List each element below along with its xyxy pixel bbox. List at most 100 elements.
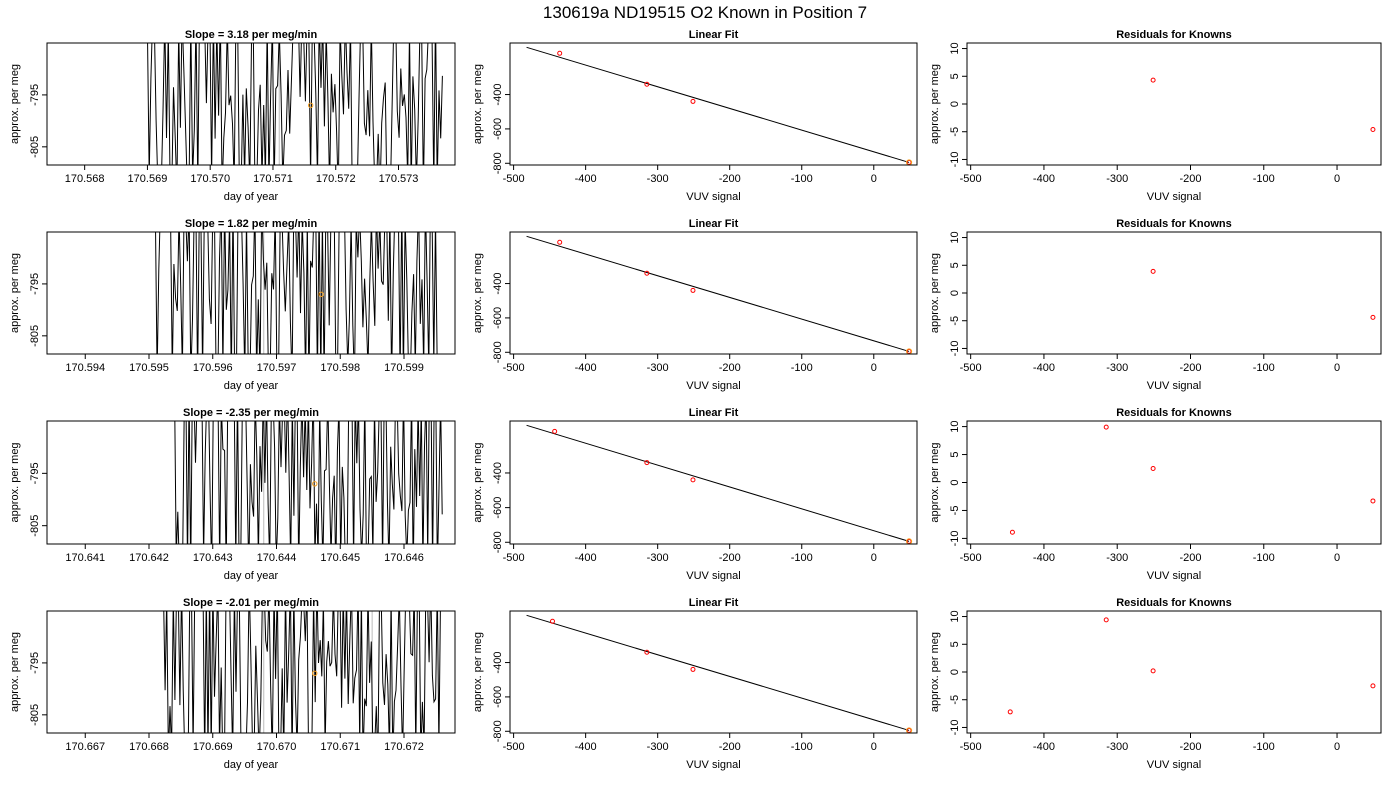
x-axis-label: VUV signal bbox=[686, 570, 740, 582]
x-tick-label: -200 bbox=[1179, 552, 1201, 564]
y-tick-label: -600 bbox=[492, 118, 504, 140]
x-axis-label: VUV signal bbox=[1147, 759, 1201, 771]
panel-title: Residuals for Knowns bbox=[1116, 597, 1232, 609]
x-tick-label: 170.668 bbox=[129, 741, 169, 753]
y-axis-label: approx. per meg bbox=[9, 632, 21, 712]
plot-frame bbox=[509, 420, 918, 545]
data-point bbox=[557, 239, 563, 245]
data-point bbox=[906, 727, 912, 733]
x-tick-label: -100 bbox=[791, 173, 813, 185]
x-tick-label: -500 bbox=[503, 362, 525, 374]
y-tick-label: -805 bbox=[29, 704, 41, 726]
y-tick-label: -400 bbox=[492, 652, 504, 674]
data-point bbox=[550, 618, 556, 624]
x-tick-label: -100 bbox=[791, 552, 813, 564]
data-point bbox=[906, 348, 912, 354]
x-tick-label: -500 bbox=[960, 552, 982, 564]
x-axis-label: VUV signal bbox=[686, 759, 740, 771]
y-tick-label: -600 bbox=[492, 497, 504, 519]
x-tick-label: 170.597 bbox=[257, 362, 297, 374]
x-tick-label: -300 bbox=[647, 173, 669, 185]
x-tick-label: -400 bbox=[1033, 173, 1055, 185]
x-tick-label: 170.569 bbox=[128, 173, 168, 185]
x-tick-label: 0 bbox=[1334, 362, 1340, 374]
x-tick-label: -100 bbox=[1253, 362, 1275, 374]
y-tick-label: -5 bbox=[949, 506, 961, 516]
x-tick-label: -400 bbox=[575, 173, 597, 185]
y-tick-label: -5 bbox=[949, 316, 961, 326]
plot-area bbox=[1150, 268, 1376, 320]
signal-trace bbox=[163, 611, 441, 733]
data-point bbox=[690, 287, 696, 293]
plot-frame bbox=[46, 420, 456, 545]
x-axis-label: VUV signal bbox=[686, 191, 740, 203]
y-tick-label: 10 bbox=[949, 231, 961, 243]
x-tick-label: -300 bbox=[1106, 552, 1128, 564]
x-tick-label: 170.670 bbox=[257, 741, 297, 753]
x-tick-label: -300 bbox=[647, 552, 669, 564]
y-tick-label: 0 bbox=[949, 290, 961, 296]
x-tick-label: -500 bbox=[503, 552, 525, 564]
x-tick-label: -200 bbox=[719, 552, 741, 564]
y-tick-label: -5 bbox=[949, 695, 961, 705]
x-tick-label: 0 bbox=[1334, 741, 1340, 753]
sample-marker bbox=[312, 481, 318, 487]
x-tick-label: -300 bbox=[1106, 362, 1128, 374]
y-axis-label: approx. per meg bbox=[472, 442, 484, 522]
panel-3-2: Linear Fit -500 -400 -300 -200 -100 0 -800 -600 -… bbox=[472, 407, 918, 582]
x-tick-label: 170.669 bbox=[193, 741, 233, 753]
panel-2-1: Slope = 1.82 per meg/min 170.594 170.595 17… bbox=[9, 218, 456, 392]
plot-area bbox=[1150, 77, 1376, 133]
data-point bbox=[1370, 498, 1376, 504]
x-tick-label: 0 bbox=[1334, 173, 1340, 185]
panel-title: Slope = 1.82 per meg/min bbox=[185, 218, 318, 230]
plot-area bbox=[163, 611, 441, 733]
data-point bbox=[557, 50, 563, 56]
x-tick-label: -400 bbox=[1033, 741, 1055, 753]
x-tick-label: 170.643 bbox=[193, 552, 233, 564]
y-tick-label: -10 bbox=[949, 720, 961, 736]
plot-area bbox=[147, 43, 443, 165]
panel-title: Residuals for Knowns bbox=[1116, 29, 1232, 41]
signal-trace bbox=[147, 43, 443, 165]
x-tick-label: -500 bbox=[960, 741, 982, 753]
x-tick-label: 170.595 bbox=[129, 362, 169, 374]
panel-title: Residuals for Knowns bbox=[1116, 218, 1232, 230]
x-tick-label: 170.646 bbox=[384, 552, 424, 564]
y-tick-label: 10 bbox=[949, 420, 961, 432]
y-tick-label: -10 bbox=[949, 152, 961, 168]
plot-frame bbox=[966, 231, 1382, 355]
data-point bbox=[906, 538, 912, 544]
y-tick-label: -600 bbox=[492, 307, 504, 329]
y-tick-label: -795 bbox=[29, 84, 41, 106]
x-tick-label: -500 bbox=[960, 362, 982, 374]
x-tick-label: 170.644 bbox=[257, 552, 297, 564]
y-axis-label: approx. per meg bbox=[9, 253, 21, 333]
y-tick-label: -600 bbox=[492, 686, 504, 708]
y-tick-label: -805 bbox=[29, 515, 41, 537]
data-point bbox=[1007, 709, 1013, 715]
data-point bbox=[1370, 127, 1376, 133]
panel-title: Linear Fit bbox=[689, 29, 739, 41]
y-tick-label: 5 bbox=[949, 641, 961, 647]
x-tick-label: -300 bbox=[1106, 173, 1128, 185]
data-point bbox=[1150, 268, 1156, 274]
panel-title: Linear Fit bbox=[689, 218, 739, 230]
x-tick-label: 170.573 bbox=[379, 173, 419, 185]
data-point bbox=[1103, 424, 1109, 430]
y-tick-label: 0 bbox=[949, 101, 961, 107]
plot-area bbox=[1007, 617, 1376, 715]
highlight-point bbox=[905, 348, 913, 354]
y-tick-label: -805 bbox=[29, 325, 41, 347]
x-tick-label: 0 bbox=[1334, 552, 1340, 564]
panel-4-1: Slope = -2.01 per meg/min 170.667 170.668 1… bbox=[9, 597, 456, 771]
panel-2-2: Linear Fit -500 -400 -300 -200 -100 0 -800 -600 -… bbox=[472, 218, 918, 392]
plot-frame bbox=[966, 610, 1382, 734]
panel-1-2: Linear Fit -500 -400 -300 -200 -100 0 -800 -600 -… bbox=[472, 29, 918, 203]
sample-marker bbox=[312, 670, 318, 676]
y-axis-label: approx. per meg bbox=[929, 64, 941, 144]
plot-frame bbox=[966, 42, 1382, 166]
data-point bbox=[1150, 77, 1156, 83]
data-point bbox=[1370, 314, 1376, 320]
x-tick-label: 0 bbox=[871, 552, 877, 564]
